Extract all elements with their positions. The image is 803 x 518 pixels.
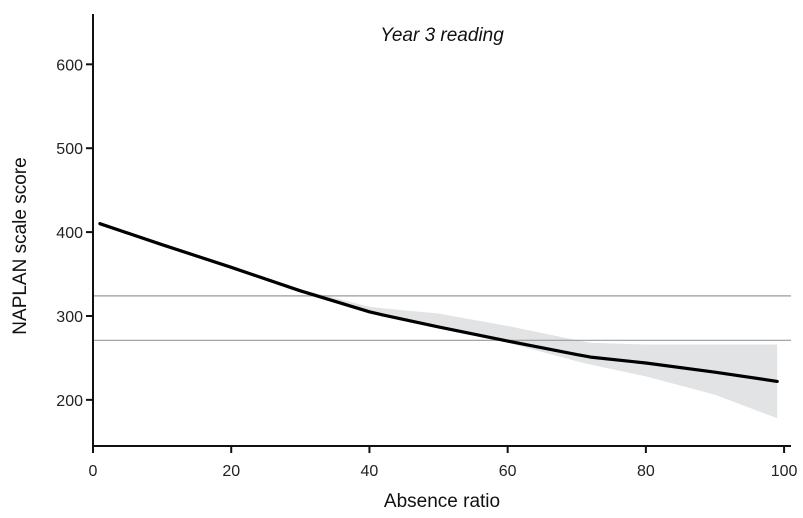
confidence-band xyxy=(99,223,778,419)
y-tick-label-500: 500 xyxy=(56,141,83,158)
x-axis-title: Absence ratio xyxy=(384,491,500,512)
y-tick-label-200: 200 xyxy=(56,393,83,410)
reference-lines xyxy=(93,295,791,341)
y-ticks: 200 300 400 500 600 xyxy=(56,57,93,410)
x-tick-label-0: 0 xyxy=(89,463,98,480)
y-axis-title: NAPLAN scale score xyxy=(10,157,31,334)
axes xyxy=(92,14,791,447)
x-tick-label-40: 40 xyxy=(361,463,379,480)
confidence-band-layer xyxy=(99,223,778,419)
x-tick-label-20: 20 xyxy=(222,463,240,480)
y-tick-label-300: 300 xyxy=(56,309,83,326)
x-tick-label-60: 60 xyxy=(499,463,517,480)
chart-title: Year 3 reading xyxy=(380,25,504,46)
series-line xyxy=(98,222,779,383)
x-ticks: 0 20 40 60 80 100 xyxy=(89,446,798,480)
x-tick-label-100: 100 xyxy=(771,463,798,480)
y-tick-label-400: 400 xyxy=(56,225,83,242)
x-tick-label-80: 80 xyxy=(637,463,655,480)
y-tick-label-600: 600 xyxy=(56,57,83,74)
series-line-layer xyxy=(98,222,779,383)
